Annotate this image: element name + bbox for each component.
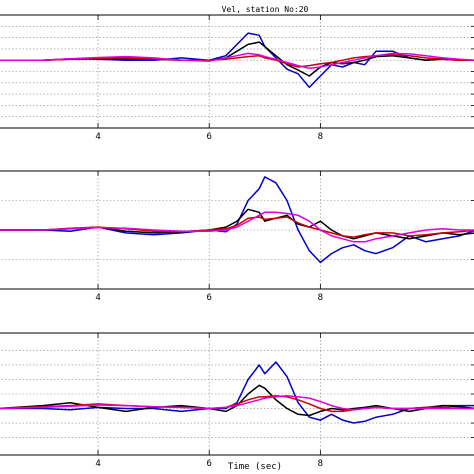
chart-title: Vel, station No:20 xyxy=(222,5,309,14)
series-line-1 xyxy=(0,176,474,264)
x-tick-label: 6 xyxy=(206,459,211,469)
x-tick-label: 6 xyxy=(206,293,211,303)
axes-frame xyxy=(0,14,474,129)
axes-3: 4 6 8 xyxy=(0,332,474,469)
x-tick-label: 4 xyxy=(95,293,100,303)
x-tick-label: 8 xyxy=(318,459,323,469)
x-tick-label: 4 xyxy=(95,459,100,469)
series-line-2 xyxy=(0,41,474,77)
axes-1: 4 6 8 xyxy=(0,14,474,142)
series-line-4 xyxy=(0,52,474,70)
x-tick-label: 6 xyxy=(206,132,211,142)
axes-frame xyxy=(0,332,474,456)
series-line-3 xyxy=(0,54,474,68)
series-line-2 xyxy=(0,384,474,417)
series-line-2 xyxy=(0,208,474,240)
axes-2: 4 6 8 xyxy=(0,170,474,303)
x-tick-label: 4 xyxy=(95,132,100,142)
x-tick-label: 8 xyxy=(318,132,323,142)
series-line-3 xyxy=(0,216,474,238)
series-line-4 xyxy=(0,394,474,411)
x-axis-label: Time (sec) xyxy=(228,462,282,472)
axes-frame xyxy=(0,170,474,290)
series-line-4 xyxy=(0,211,474,243)
x-tick-label: 8 xyxy=(318,293,323,303)
